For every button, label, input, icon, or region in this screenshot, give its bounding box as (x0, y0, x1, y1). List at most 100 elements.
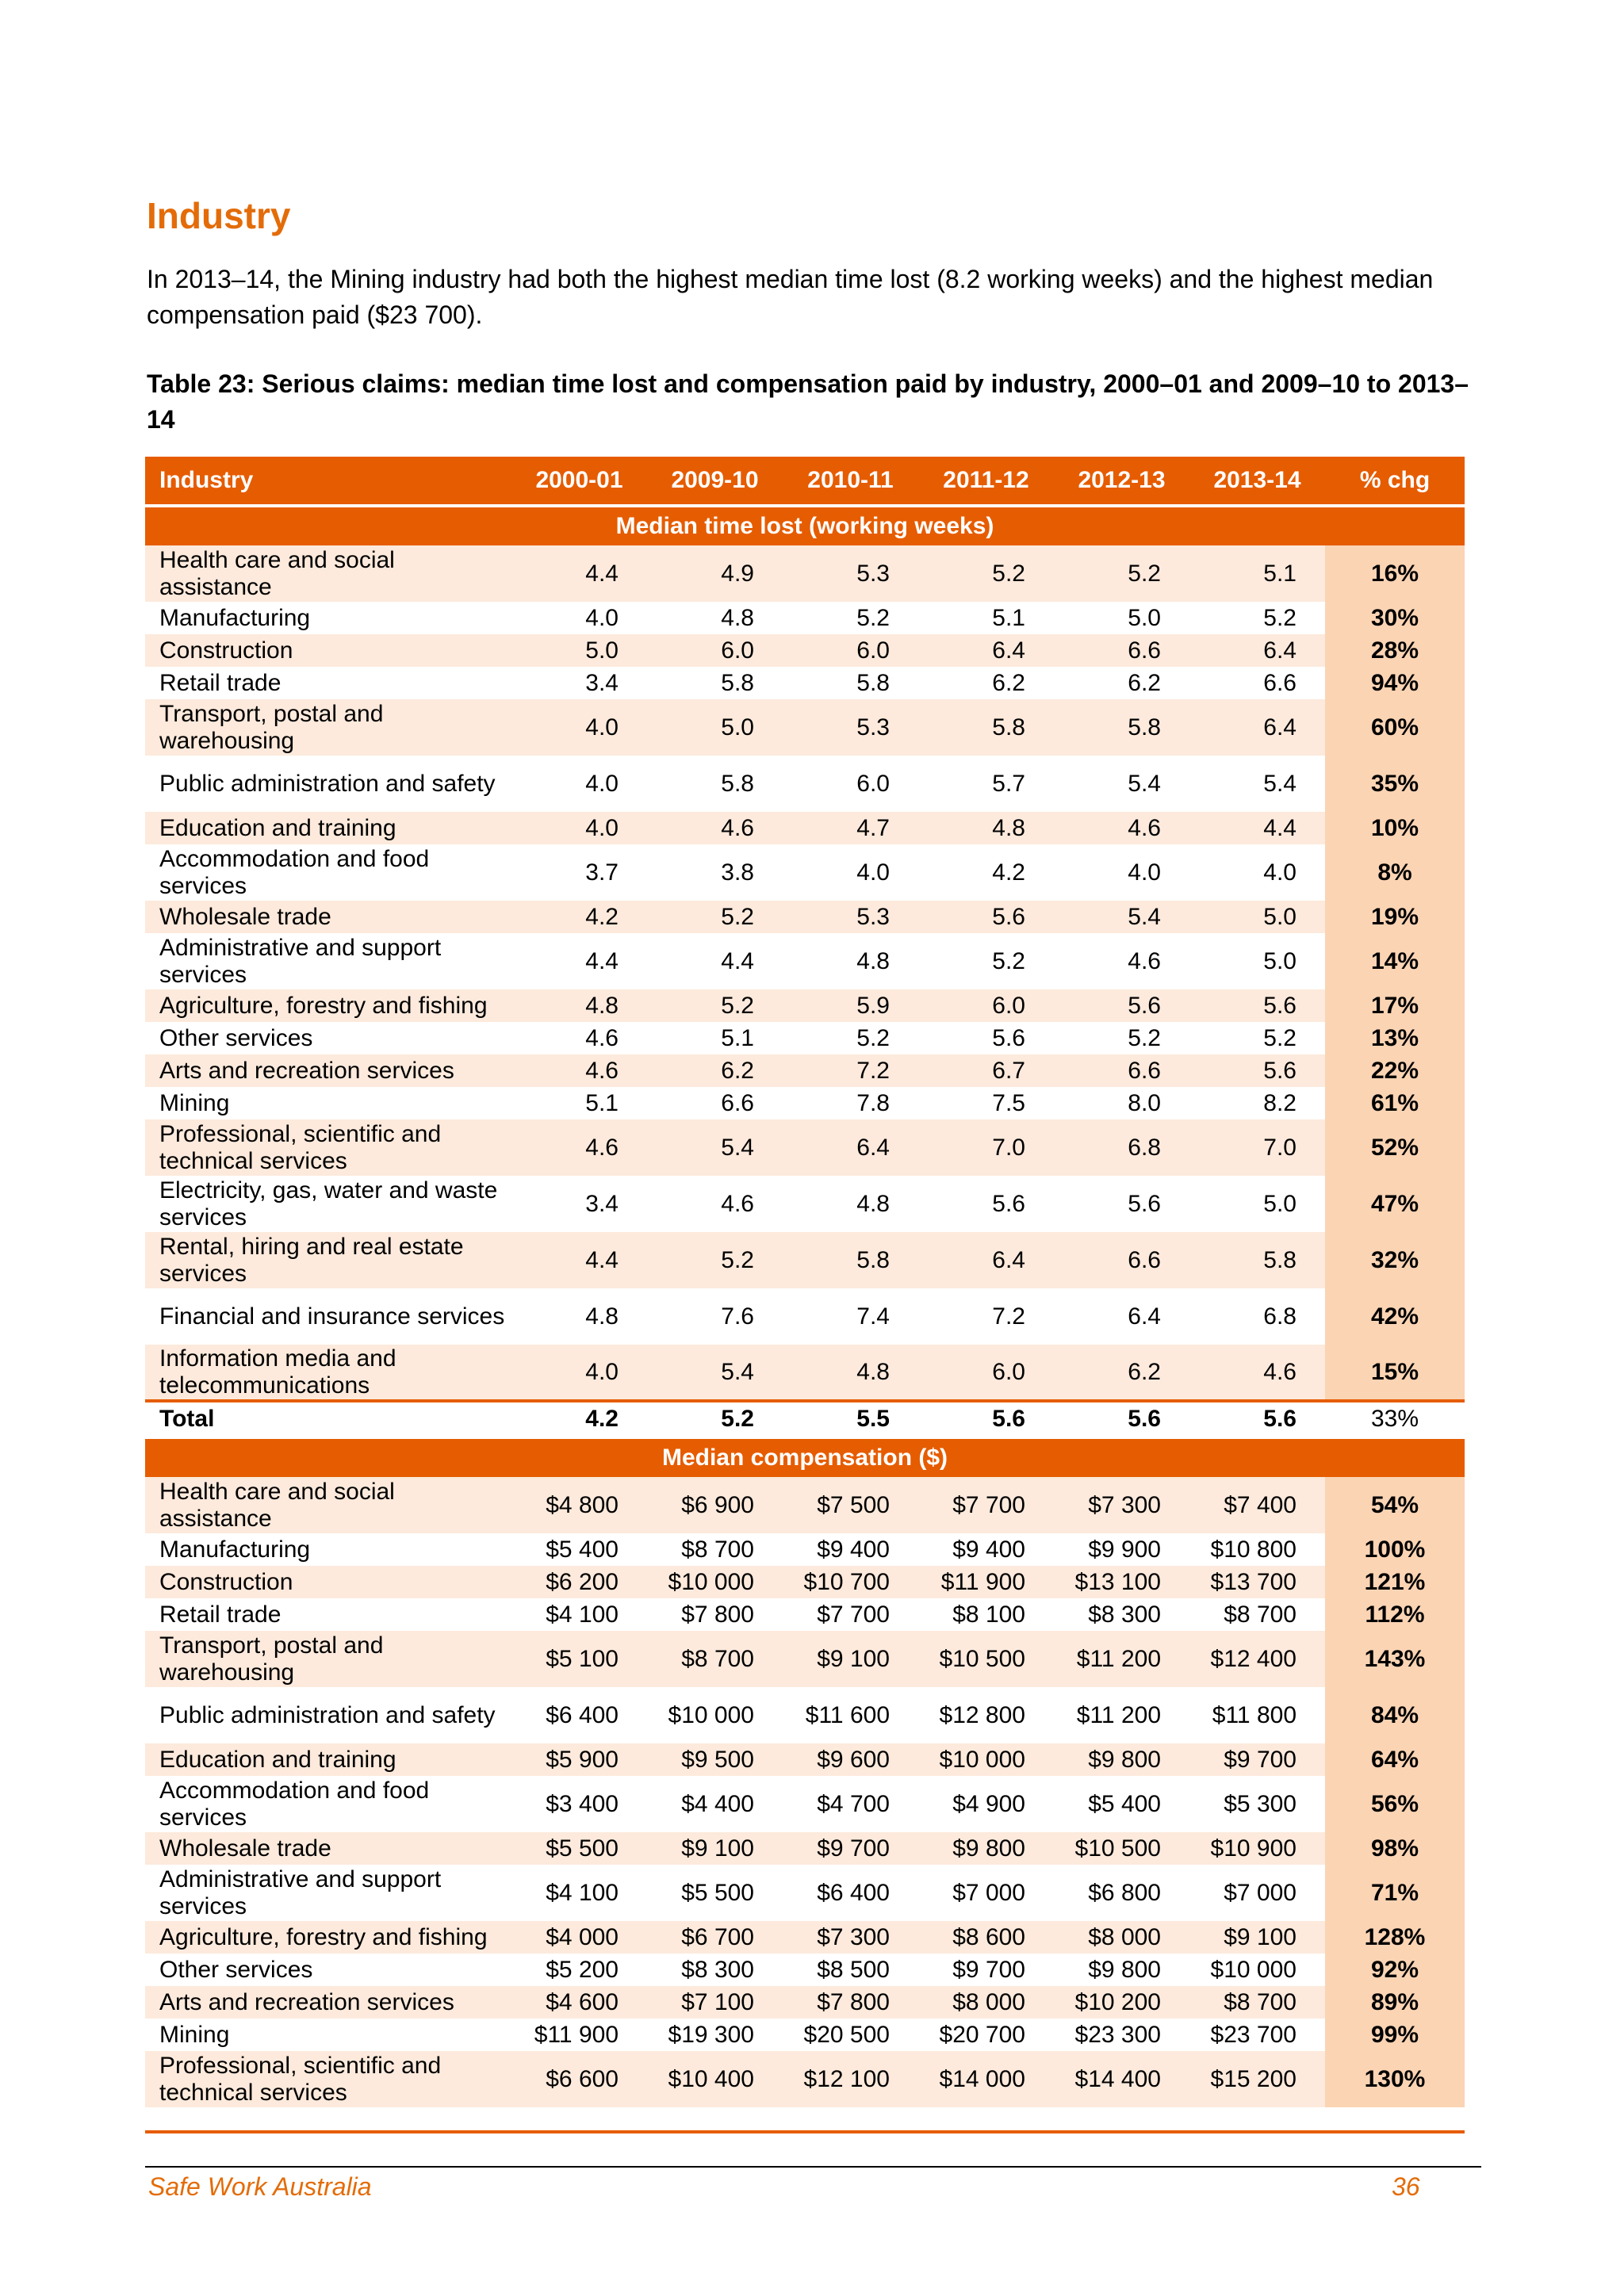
value-cell: 6.2 (918, 667, 1054, 699)
industry-cell: Electricity, gas, water and waste servic… (145, 1176, 511, 1232)
value-cell: 7.2 (783, 1054, 918, 1087)
value-cell: 4.4 (511, 545, 647, 602)
table-row: Transport, postal and warehousing 4.0 5.0 5… (145, 699, 1465, 756)
value-cell: $10 000 (1189, 1954, 1325, 1986)
table-row: Mining 5.1 6.6 7.8 7.5 8.0 8.2 61% (145, 1087, 1465, 1119)
industry-cell: Wholesale trade (145, 901, 511, 933)
value-cell: 6.2 (1054, 1345, 1189, 1401)
value-cell: $6 600 (511, 2051, 647, 2107)
industry-cell: Professional, scientific and technical s… (145, 1119, 511, 1176)
value-cell: $8 500 (783, 1954, 918, 1986)
value-cell: $7 400 (1189, 1477, 1325, 1533)
value-cell: $5 400 (511, 1533, 647, 1566)
value-cell: $11 200 (1054, 1687, 1189, 1743)
value-cell: $5 400 (1054, 1776, 1189, 1832)
value-cell: 4.6 (511, 1054, 647, 1087)
value-cell: $10 400 (647, 2051, 783, 2107)
value-cell: $6 400 (511, 1687, 647, 1743)
table-row: Arts and recreation services 4.6 6.2 7.2 6.7… (145, 1054, 1465, 1087)
value-cell: 4.0 (783, 844, 918, 901)
value-cell: $5 100 (511, 1631, 647, 1687)
value-cell: $8 700 (647, 1631, 783, 1687)
value-cell: $20 500 (783, 2019, 918, 2051)
section-header-time-lost: Median time lost (working weeks) (145, 506, 1465, 545)
value-cell: 4.7 (783, 812, 918, 844)
value-cell: 5.1 (918, 602, 1054, 634)
table-row: Rental, hiring and real estate services 4… (145, 1232, 1465, 1288)
value-cell: 5.3 (783, 901, 918, 933)
value-cell: 5.1 (647, 1022, 783, 1054)
value-cell: $23 700 (1189, 2019, 1325, 2051)
value-cell: 5.8 (647, 756, 783, 812)
value-cell: 6.0 (783, 756, 918, 812)
table-row: Education and training 4.0 4.6 4.7 4.8 4.6 4.4… (145, 812, 1465, 844)
industry-cell: Manufacturing (145, 602, 511, 634)
value-cell: $9 100 (647, 1832, 783, 1865)
table-row: Agriculture, forestry and fishing 4.8 5.2 5… (145, 989, 1465, 1022)
footer-rule (145, 2166, 1481, 2168)
table-body: Median time lost (working weeks) Health c… (145, 506, 1465, 2107)
value-cell: $7 000 (1189, 1865, 1325, 1921)
industry-cell: Construction (145, 634, 511, 667)
pct-change-cell: 130% (1325, 2051, 1465, 2107)
value-cell: 4.8 (783, 933, 918, 989)
table-row: Wholesale trade 4.2 5.2 5.3 5.6 5.4 5.0 19% (145, 901, 1465, 933)
value-cell: 6.2 (1054, 667, 1189, 699)
value-cell: $6 900 (647, 1477, 783, 1533)
value-cell: 4.6 (511, 1022, 647, 1054)
value-cell: $8 300 (1054, 1598, 1189, 1631)
value-cell: $7 000 (918, 1865, 1054, 1921)
value-cell: 5.2 (647, 901, 783, 933)
value-cell: 6.8 (1189, 1288, 1325, 1345)
pct-change-cell: 28% (1325, 634, 1465, 667)
value-cell: $4 100 (511, 1865, 647, 1921)
value-cell: $13 100 (1054, 1566, 1189, 1598)
section-title: Median time lost (working weeks) (615, 513, 994, 539)
value-cell: 6.8 (1054, 1119, 1189, 1176)
value-cell: 8.2 (1189, 1087, 1325, 1119)
value-cell: $7 700 (918, 1477, 1054, 1533)
value-cell: $11 200 (1054, 1631, 1189, 1687)
table-caption: Table 23: Serious claims: median time lo… (147, 369, 1469, 434)
value-cell: 5.6 (918, 901, 1054, 933)
value-cell: $14 000 (918, 2051, 1054, 2107)
value-cell: $8 000 (918, 1986, 1054, 2019)
total-value-cell: 4.2 (511, 1401, 647, 1437)
pct-change-cell: 92% (1325, 1954, 1465, 1986)
value-cell: 6.6 (1054, 1232, 1189, 1288)
value-cell: $10 700 (783, 1566, 918, 1598)
table-row: Wholesale trade $5 500 $9 100 $9 700 $9 800 $… (145, 1832, 1465, 1865)
value-cell: 5.2 (918, 933, 1054, 989)
total-value-cell: 5.6 (1054, 1401, 1189, 1437)
column-header: % chg (1359, 467, 1431, 493)
value-cell: 4.6 (511, 1119, 647, 1176)
value-cell: $6 800 (1054, 1865, 1189, 1921)
table-row: Information media and telecommunications… (145, 1345, 1465, 1401)
value-cell: 4.8 (511, 1288, 647, 1345)
value-cell: 5.8 (1054, 699, 1189, 756)
value-cell: $10 500 (1054, 1832, 1189, 1865)
value-cell: 4.4 (511, 933, 647, 989)
pct-change-cell: 60% (1325, 699, 1465, 756)
table-row: Financial and insurance services 4.8 7.6 7.… (145, 1288, 1465, 1345)
value-cell: 5.4 (647, 1119, 783, 1176)
value-cell: 4.4 (1189, 812, 1325, 844)
value-cell: $8 300 (647, 1954, 783, 1986)
value-cell: $10 500 (918, 1631, 1054, 1687)
value-cell: 4.6 (647, 1176, 783, 1232)
value-cell: $9 100 (783, 1631, 918, 1687)
value-cell: 3.4 (511, 667, 647, 699)
industry-cell: Retail trade (145, 1598, 511, 1631)
pct-change-cell: 64% (1325, 1743, 1465, 1776)
value-cell: 5.2 (783, 1022, 918, 1054)
table-row: Electricity, gas, water and waste servic… (145, 1176, 1465, 1232)
table-row: Administrative and support services $4 10… (145, 1865, 1465, 1921)
value-cell: $9 700 (1189, 1743, 1325, 1776)
industry-cell: Education and training (145, 1743, 511, 1776)
pct-change-cell: 128% (1325, 1921, 1465, 1954)
value-cell: $9 800 (1054, 1743, 1189, 1776)
industry-cell: Construction (145, 1566, 511, 1598)
pct-change-cell: 112% (1325, 1598, 1465, 1631)
value-cell: $9 100 (1189, 1921, 1325, 1954)
value-cell: 5.8 (783, 667, 918, 699)
